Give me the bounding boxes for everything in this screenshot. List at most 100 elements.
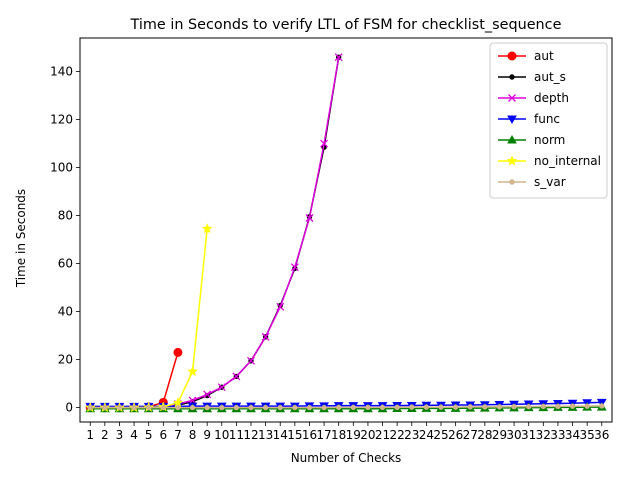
data-point <box>365 404 371 411</box>
x-tick-label: 29 <box>492 428 507 442</box>
data-point <box>555 403 561 410</box>
series-line <box>90 228 208 409</box>
y-tick-label: 40 <box>58 305 73 319</box>
y-tick-label: 0 <box>65 401 73 415</box>
legend-entry: aut_s <box>498 70 566 84</box>
data-point <box>248 404 254 411</box>
axes-frame <box>79 37 613 423</box>
x-tick-label: 3 <box>116 428 124 442</box>
data-point <box>452 404 459 410</box>
data-point <box>511 403 517 410</box>
data-point <box>438 404 444 410</box>
x-tick-label: 7 <box>174 428 182 442</box>
x-tick-label: 30 <box>506 428 521 442</box>
data-point <box>525 403 532 410</box>
chart-title: Time in Seconds to verify LTL of FSM for… <box>130 17 562 33</box>
data-point <box>160 404 167 411</box>
data-point <box>334 53 343 62</box>
data-point <box>261 332 270 341</box>
data-point <box>423 404 430 410</box>
x-tick-label: 35 <box>580 428 595 442</box>
y-axis-label: Time in Seconds <box>14 189 28 288</box>
legend-entry: aut <box>498 49 554 63</box>
x-axis-label: Number of Checks <box>291 451 402 465</box>
data-point <box>102 404 108 411</box>
legend-entry: no_internal <box>498 154 601 168</box>
legend-marker <box>506 155 518 166</box>
data-point <box>131 404 137 411</box>
legend-marker <box>509 74 515 80</box>
legend-label: no_internal <box>534 154 601 168</box>
x-tick-label: 17 <box>316 428 331 442</box>
data-point <box>409 404 415 410</box>
legend-label: func <box>534 112 560 126</box>
data-point <box>217 383 226 392</box>
data-point <box>350 404 357 411</box>
legend-label: norm <box>534 133 565 147</box>
x-tick-label: 11 <box>229 428 244 442</box>
data-point <box>201 223 213 234</box>
legend-entry: depth <box>498 91 569 105</box>
legend-label: aut <box>534 49 554 63</box>
data-point <box>175 404 181 411</box>
data-point <box>87 404 93 411</box>
x-tick-label: 34 <box>565 428 580 442</box>
data-point <box>467 404 473 410</box>
data-point <box>482 404 488 410</box>
data-point <box>173 347 183 357</box>
data-point <box>320 139 329 148</box>
legend-label: aut_s <box>534 70 566 84</box>
data-point <box>306 404 313 411</box>
data-point <box>292 404 298 411</box>
data-point <box>145 404 152 411</box>
x-tick-label: 2 <box>101 428 109 442</box>
legend-entry: func <box>498 112 560 126</box>
legend-marker <box>507 134 517 144</box>
series-s-var <box>87 403 605 411</box>
data-point <box>116 404 123 411</box>
x-tick-label: 4 <box>130 428 138 442</box>
x-tick-label: 23 <box>404 428 419 442</box>
data-point <box>262 404 269 411</box>
x-tick-label: 19 <box>346 428 361 442</box>
data-point <box>496 404 503 410</box>
x-tick-label: 10 <box>214 428 229 442</box>
data-point <box>276 302 285 311</box>
x-tick-label: 26 <box>448 428 463 442</box>
x-tick-label: 32 <box>536 428 551 442</box>
data-point <box>599 403 605 409</box>
legend-label: s_var <box>534 175 566 189</box>
legend-marker <box>508 94 516 102</box>
x-tick-label: 31 <box>521 428 536 442</box>
x-tick-label: 36 <box>594 428 609 442</box>
x-tick-label: 25 <box>433 428 448 442</box>
x-tick-label: 16 <box>302 428 317 442</box>
plot-area: 1 2 3 4 5 6 7 8 9 10 11 12 13 14 15 16 17 18 19 20 21 22 23 24 2… <box>50 37 613 442</box>
data-point <box>233 404 240 411</box>
x-tick-label: 33 <box>550 428 565 442</box>
data-point <box>203 390 212 399</box>
data-point <box>189 404 196 411</box>
series-depth <box>86 53 343 412</box>
data-point <box>204 404 210 411</box>
x-tick-label: 22 <box>390 428 405 442</box>
data-point <box>305 214 314 222</box>
data-point <box>394 404 400 411</box>
y-tick-label: 120 <box>50 113 73 127</box>
data-point <box>247 356 255 365</box>
y-tick-label: 140 <box>50 65 73 79</box>
x-tick-label: 24 <box>419 428 434 442</box>
legend-marker <box>509 179 515 185</box>
data-point <box>277 404 283 411</box>
series-line <box>90 57 340 409</box>
y-tick-label: 80 <box>58 209 73 223</box>
legend-marker <box>507 51 517 61</box>
y-tick-label: 60 <box>58 257 73 271</box>
data-point <box>232 372 241 381</box>
data-point <box>187 365 198 377</box>
series-no-internal <box>84 223 213 413</box>
data-point <box>379 404 386 411</box>
legend-marker <box>507 115 517 125</box>
